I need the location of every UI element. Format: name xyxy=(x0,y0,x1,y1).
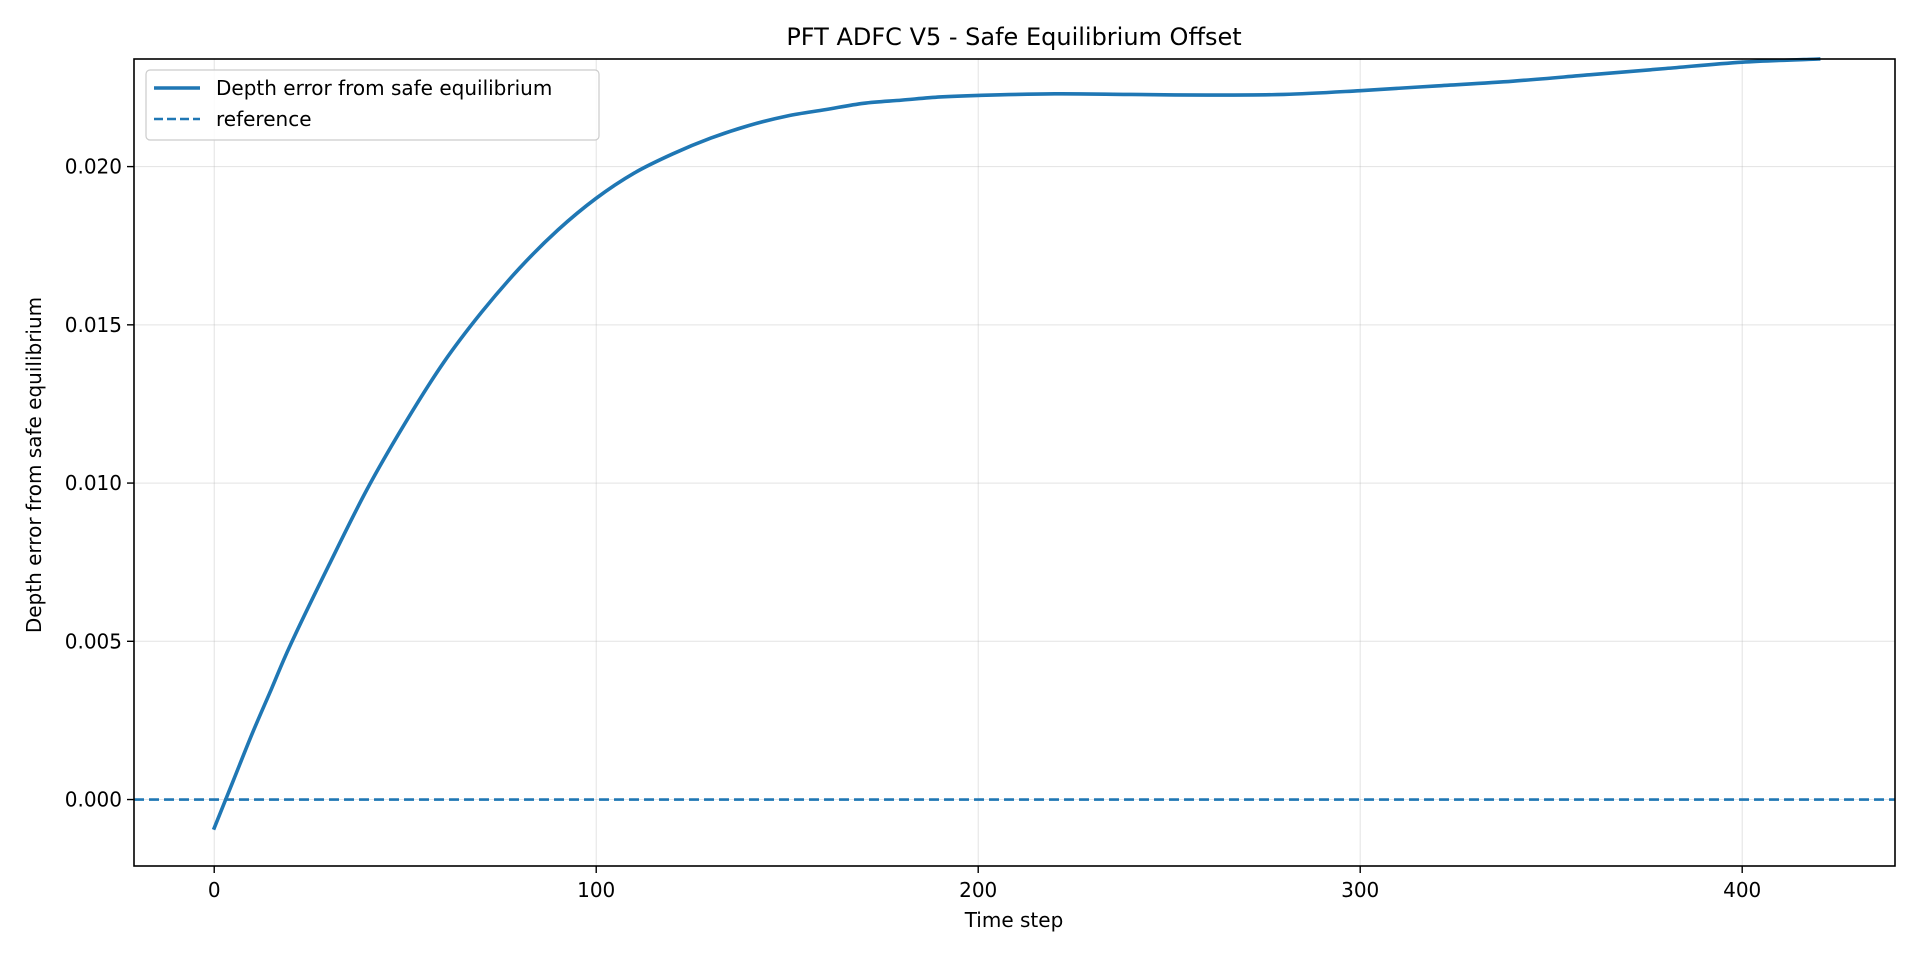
axis-ticks: 0 100 200 300 400 0.000 0.005 0.010 0.015 0.020 xyxy=(65,155,1762,902)
y-tick-label: 0.005 xyxy=(65,629,122,653)
y-tick-label: 0.015 xyxy=(65,313,122,337)
plot-frame xyxy=(133,58,1896,867)
chart-title: PFT ADFC V5 - Safe Equilibrium Offset xyxy=(786,23,1241,51)
legend-entry-reference: reference xyxy=(216,107,312,131)
x-tick-label: 0 xyxy=(208,878,221,902)
y-tick-label: 0.020 xyxy=(65,155,122,179)
x-tick-label: 400 xyxy=(1723,878,1761,902)
x-tick-label: 100 xyxy=(577,878,615,902)
series-layer xyxy=(134,57,1895,831)
y-tick-label: 0.010 xyxy=(65,471,122,495)
legend-box xyxy=(145,69,600,141)
series-line-depth-error xyxy=(211,57,1821,831)
y-axis-label: Depth error from safe equilibrium xyxy=(22,297,46,633)
legend: Depth error from safe equilibrium refere… xyxy=(145,69,600,141)
x-axis-label: Time step xyxy=(964,908,1064,932)
legend-entry-depth-error: Depth error from safe equilibrium xyxy=(216,76,552,100)
x-tick-label: 200 xyxy=(959,878,997,902)
x-tick-label: 300 xyxy=(1341,878,1379,902)
y-tick-label: 0.000 xyxy=(65,788,122,812)
